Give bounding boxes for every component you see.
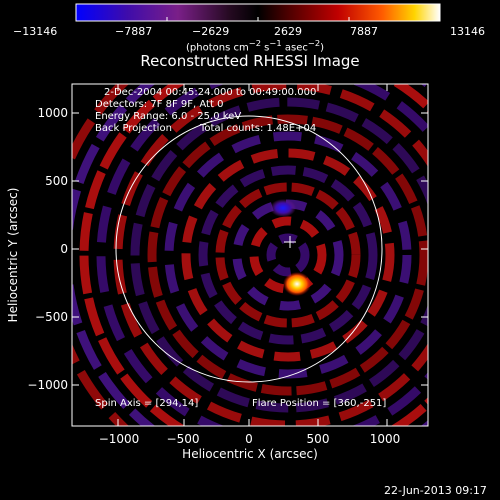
energy-range-label: Energy Range: 6.0 - 25.0 keV (95, 111, 242, 122)
y-tick-label: 500 (45, 174, 68, 188)
back-projection-ring (164, 131, 412, 379)
colorbar-tick-label: −7887 (115, 25, 153, 38)
y-tick-label: −500 (35, 310, 68, 324)
total-counts-label: Total counts: 1.48E+04 (200, 123, 317, 134)
x-tick-label: −1000 (98, 432, 140, 446)
back-projection-ring (249, 216, 327, 294)
colorbar-ticks (75, 17, 441, 21)
back-projection-ring (181, 148, 395, 362)
back-projection-ring (198, 165, 378, 345)
axis-ticks (72, 84, 428, 426)
back-projection-ring (147, 114, 428, 396)
y-tick-label: 1000 (37, 106, 68, 120)
x-tick-label: 1000 (369, 432, 401, 446)
x-tick-label: −500 (166, 432, 200, 446)
colorbar-tick-label: −13146 (13, 25, 58, 38)
colorbar-tick-label: 2629 (274, 25, 302, 38)
flare-position-label: Flare Position = [360,-251] (252, 398, 387, 409)
x-tick-label: 0 (245, 432, 253, 446)
figure-title: Reconstructed RHESSI Image (140, 52, 360, 70)
spin-axis-label: Spin Axis = [294,14] (95, 398, 199, 409)
colorbar-tick-label: −2629 (192, 25, 230, 38)
reconstructed-image (72, 84, 428, 426)
colorbar-units: (photons cm−2 s−1 asec−2) (186, 38, 325, 54)
back-projection-ring (130, 97, 428, 413)
plot-frame (71, 83, 429, 427)
y-axis-label: Heliocentric Y (arcsec) (6, 187, 20, 323)
detectors-label: Detectors: 7F 8F 9F, Att 0 (95, 99, 224, 110)
x-tick-label: 500 (306, 432, 330, 446)
y-tick-label: −1000 (27, 378, 68, 392)
flare-source-positive (283, 272, 311, 296)
back-projection-ring (266, 233, 310, 277)
footer-timestamp: 22-Jun-2013 09:17 (384, 484, 487, 497)
solar-limb-circle (115, 115, 383, 383)
colorbar-tick-label: 13146 (450, 25, 485, 38)
method-label: Back Projection (95, 123, 172, 134)
spin-axis-marker (284, 236, 296, 248)
back-projection-ring (215, 182, 361, 328)
flare-source-negative (270, 199, 296, 217)
x-axis-label: Heliocentric X (arcsec) (182, 447, 318, 461)
colorbar-tick-label: 7887 (350, 25, 378, 38)
time-range-label: 2-Dec-2004 00:45:24.000 to 00:49:00.000 (104, 87, 317, 98)
y-tick-label: 0 (60, 242, 68, 256)
